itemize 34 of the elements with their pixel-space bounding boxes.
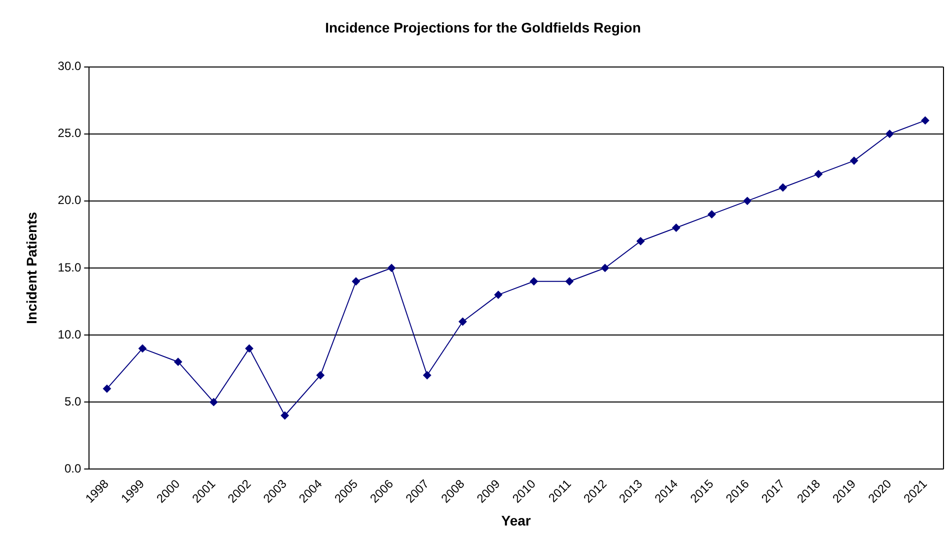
- point: [636, 237, 645, 246]
- point: [886, 130, 894, 138]
- point: [778, 184, 787, 192]
- y-tick-label: 15.0: [58, 260, 82, 274]
- point: [565, 277, 574, 286]
- point: [601, 264, 610, 272]
- point: [672, 224, 680, 232]
- y-tick-label: 0.0: [64, 461, 82, 476]
- point: [388, 264, 396, 272]
- point: [280, 411, 289, 420]
- y-tick-label: 20.0: [58, 193, 82, 208]
- y-tick-label: 5.0: [64, 394, 82, 408]
- point: [743, 196, 752, 205]
- point: [850, 156, 858, 165]
- point: [245, 344, 254, 352]
- x-axis-title: Year: [501, 512, 532, 528]
- point: [316, 371, 324, 380]
- point: [530, 277, 538, 286]
- y-tick-label: 10.0: [58, 327, 82, 342]
- y-tick-label: 25.0: [58, 126, 82, 140]
- y-tick-label: 30.0: [58, 59, 82, 74]
- point: [138, 344, 147, 352]
- point: [458, 318, 467, 326]
- point: [814, 170, 822, 178]
- point: [174, 358, 182, 366]
- point: [921, 116, 930, 124]
- point: [352, 277, 360, 286]
- y-axis-title: Incident Patients: [23, 212, 40, 324]
- point: [423, 371, 432, 380]
- chart-title: Incidence Projections for the Goldfields Region: [325, 19, 641, 36]
- point: [102, 384, 111, 393]
- point: [210, 398, 218, 406]
- point: [494, 290, 502, 299]
- point: [708, 210, 716, 218]
